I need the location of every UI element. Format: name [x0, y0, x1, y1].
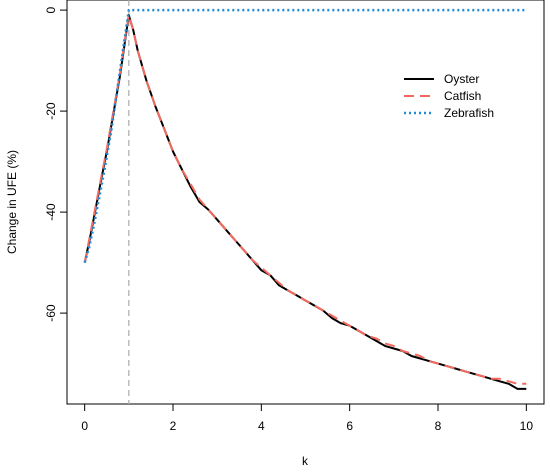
x-tick-label: 8 [435, 419, 442, 433]
x-axis-label: k [302, 454, 309, 468]
axis-layer: 0 2 4 6 8 10 0 -20 -40 -60 [44, 6, 533, 433]
y-tick-label: 0 [44, 6, 58, 13]
legend-label-catfish: Catfish [444, 89, 481, 103]
y-tick-label: -40 [44, 203, 58, 221]
y-tick-label: -60 [44, 304, 58, 322]
series-line-zebrafish [83, 8, 527, 263]
series-layer [83, 8, 527, 390]
legend-label-zebrafish: Zebrafish [444, 106, 494, 120]
x-tick-label: 6 [346, 419, 353, 433]
plot-frame [66, 0, 545, 405]
y-tick-label: -20 [44, 102, 58, 120]
x-tick-label: 4 [258, 419, 265, 433]
y-axis-label: Change in UFE (%) [5, 150, 19, 254]
x-tick-label: 10 [520, 419, 534, 433]
series-line-catfish [83, 14, 527, 385]
legend: Oyster Catfish Zebrafish [404, 72, 494, 120]
x-tick-label: 2 [170, 419, 177, 433]
legend-label-oyster: Oyster [444, 72, 479, 86]
x-tick-label: 0 [81, 419, 88, 433]
